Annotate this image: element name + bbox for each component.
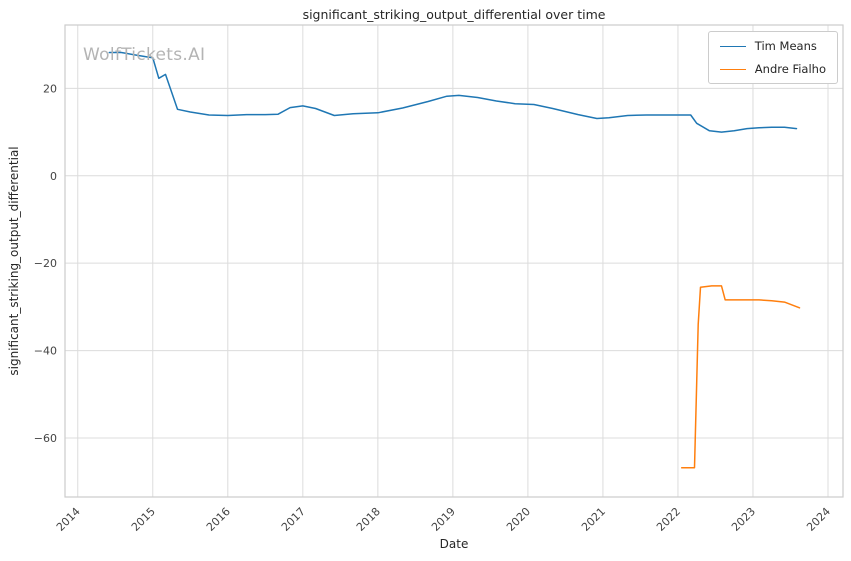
x-tick-label: 2020	[504, 505, 533, 534]
y-tick-label: 0	[50, 170, 57, 183]
x-tick-label: 2019	[429, 505, 458, 534]
x-tick-label: 2014	[54, 505, 83, 534]
x-tick-label: 2018	[354, 505, 383, 534]
series-line-andre-fialho	[680, 285, 801, 469]
x-tick-label: 2016	[204, 505, 233, 534]
x-tick-label: 2024	[804, 505, 833, 534]
x-axis-label: Date	[439, 537, 469, 551]
legend: Tim Means Andre Fialho	[707, 31, 838, 84]
x-tick-label: 2017	[279, 505, 308, 534]
legend-line-swatch	[719, 68, 746, 70]
plot-border	[64, 24, 844, 498]
y-tick-label: 20	[43, 82, 57, 95]
legend-label: Tim Means	[754, 39, 817, 53]
y-axis-label: significant_striking_output_differential	[7, 146, 21, 376]
legend-item-tim-means: Tim Means	[719, 39, 826, 53]
series-line-tim-means	[108, 51, 798, 133]
x-tick-label: 2022	[654, 505, 683, 534]
x-tick-label: 2021	[579, 505, 608, 534]
y-tick-label: −60	[34, 432, 57, 445]
legend-label: Andre Fialho	[754, 62, 826, 76]
y-tick-label: −20	[34, 257, 57, 270]
watermark: WolfTickets.AI	[83, 45, 206, 65]
legend-item-andre-fialho: Andre Fialho	[719, 62, 826, 76]
x-tick-label: 2015	[129, 505, 158, 534]
x-tick-label: 2023	[729, 505, 758, 534]
y-tick-label: −40	[34, 345, 57, 358]
chart-title: significant_striking_output_differential…	[302, 7, 606, 22]
legend-line-swatch	[719, 45, 746, 47]
